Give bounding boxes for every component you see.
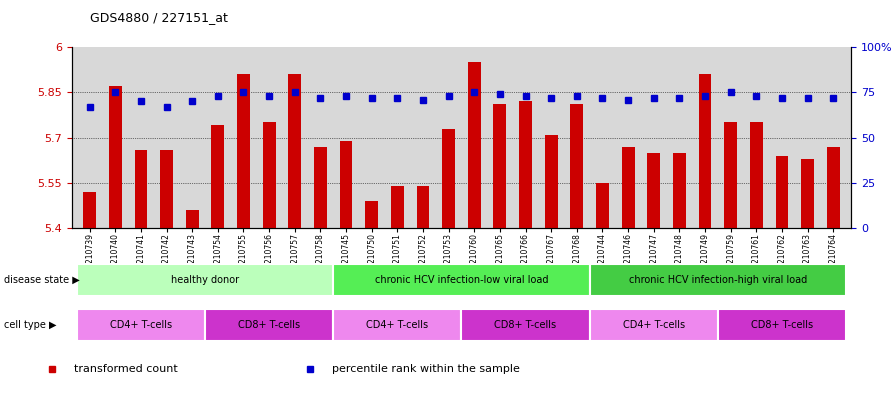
- Bar: [83, 192, 96, 228]
- Text: CD8+ T-cells: CD8+ T-cells: [238, 320, 300, 330]
- Bar: [519, 101, 532, 228]
- Bar: [718, 309, 846, 341]
- Bar: [596, 183, 609, 228]
- Bar: [699, 74, 711, 228]
- Text: cell type ▶: cell type ▶: [4, 320, 57, 330]
- Bar: [417, 186, 429, 228]
- Bar: [443, 129, 455, 228]
- Bar: [134, 150, 147, 228]
- Bar: [185, 210, 199, 228]
- Bar: [647, 152, 660, 228]
- Bar: [340, 141, 352, 228]
- Bar: [673, 152, 685, 228]
- Bar: [333, 264, 590, 296]
- Bar: [237, 74, 250, 228]
- Bar: [494, 105, 506, 228]
- Text: chronic HCV infection-high viral load: chronic HCV infection-high viral load: [629, 275, 807, 285]
- Text: disease state ▶: disease state ▶: [4, 275, 81, 285]
- Bar: [391, 186, 404, 228]
- Bar: [468, 62, 480, 228]
- Bar: [750, 123, 762, 228]
- Bar: [333, 309, 461, 341]
- Bar: [77, 264, 333, 296]
- Bar: [314, 147, 327, 228]
- Bar: [289, 74, 301, 228]
- Text: CD8+ T-cells: CD8+ T-cells: [495, 320, 556, 330]
- Bar: [160, 150, 173, 228]
- Text: healthy donor: healthy donor: [171, 275, 239, 285]
- Bar: [801, 159, 814, 228]
- Bar: [590, 264, 846, 296]
- Bar: [776, 156, 788, 228]
- Bar: [827, 147, 840, 228]
- Bar: [622, 147, 634, 228]
- Bar: [590, 309, 718, 341]
- Text: GDS4880 / 227151_at: GDS4880 / 227151_at: [90, 11, 228, 24]
- Text: CD4+ T-cells: CD4+ T-cells: [366, 320, 428, 330]
- Bar: [545, 134, 557, 228]
- Bar: [366, 201, 378, 228]
- Text: chronic HCV infection-low viral load: chronic HCV infection-low viral load: [375, 275, 548, 285]
- Bar: [724, 123, 737, 228]
- Bar: [263, 123, 276, 228]
- Bar: [571, 105, 583, 228]
- Text: CD8+ T-cells: CD8+ T-cells: [751, 320, 813, 330]
- Bar: [108, 86, 122, 228]
- Text: CD4+ T-cells: CD4+ T-cells: [623, 320, 685, 330]
- Text: CD4+ T-cells: CD4+ T-cells: [110, 320, 172, 330]
- Text: percentile rank within the sample: percentile rank within the sample: [332, 364, 520, 375]
- Bar: [211, 125, 224, 228]
- Bar: [77, 309, 205, 341]
- Bar: [461, 309, 590, 341]
- Text: transformed count: transformed count: [73, 364, 177, 375]
- Bar: [205, 309, 333, 341]
